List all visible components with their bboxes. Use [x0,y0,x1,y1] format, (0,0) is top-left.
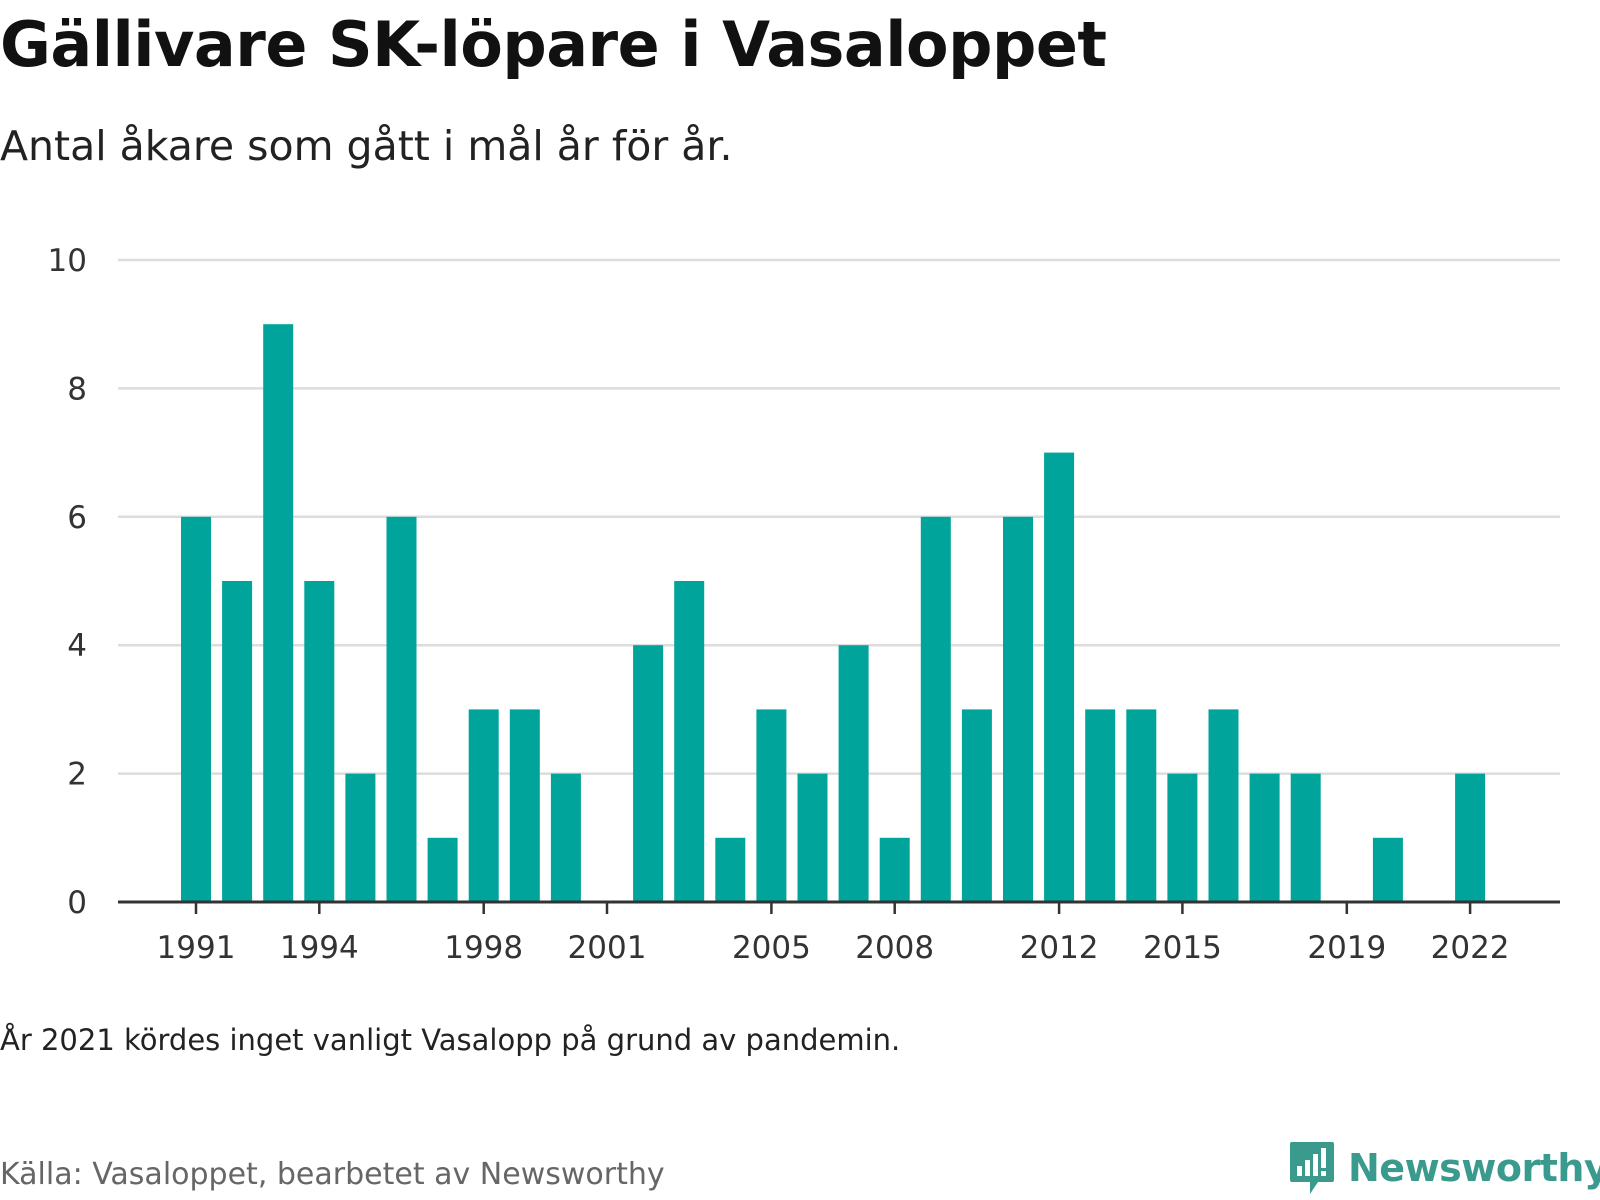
bar-2018 [1290,773,1321,902]
x-tick-label: 2005 [732,930,811,960]
bar-2008 [879,837,910,902]
tick-labels: 0 2 4 6 8 10 1991 1994 1998 2001 2005 2008 2012 2015 2… [48,243,1510,960]
x-tick-label: 2015 [1143,930,1222,960]
bar-2010 [961,709,992,902]
bar-1991 [181,516,211,902]
bar-2007 [838,645,869,902]
x-tick-label: 2019 [1307,930,1386,960]
bar-2002 [633,645,664,902]
bar-2017 [1249,773,1280,902]
y-tick-label: 10 [48,243,87,279]
logo-text: Newsworthy [1348,1146,1600,1190]
chart-subtitle: Antal åkare som gått i mål år för år. [0,122,733,170]
bar-1998 [468,709,499,902]
bar-1993 [263,324,294,902]
y-tick-label: 2 [67,757,87,793]
newsworthy-logo: Newsworthy [1288,1140,1600,1196]
bar-2004 [715,837,746,902]
bar-2012 [1044,452,1075,902]
source-text: Källa: Vasaloppet, bearbetet av Newswort… [0,1157,665,1192]
x-tick-label: 2022 [1431,930,1510,960]
x-tick-label: 2008 [855,930,934,960]
y-tick-label: 4 [67,628,87,664]
x-tick-label: 2001 [568,930,647,960]
y-tick-label: 0 [67,885,87,921]
bars [181,324,1486,902]
bar-2013 [1085,709,1116,902]
bar-1999 [509,709,540,902]
bar-2003 [674,581,705,902]
x-tick-label: 1998 [444,930,523,960]
y-tick-label: 6 [67,500,87,536]
bar-1997 [427,837,458,902]
bar-2014 [1126,709,1157,902]
x-tick-label: 2012 [1020,930,1099,960]
bar-2020 [1372,837,1403,902]
bar-2022 [1455,773,1486,902]
bar-1992 [222,581,253,902]
x-axis [118,900,1560,914]
bar-2006 [797,773,828,902]
chart-title: Gällivare SK-löpare i Vasaloppet [0,8,1107,81]
bar-1996 [386,516,417,902]
bar-1995 [345,773,376,902]
bar-chart: 0 2 4 6 8 10 1991 1994 1998 2001 2005 2008 2012 2015 2… [48,243,1560,960]
bar-2011 [1003,516,1033,902]
x-tick-label: 1991 [157,930,236,960]
bar-1994 [304,581,335,902]
footnote: År 2021 kördes inget vanligt Vasalopp på… [0,1023,901,1057]
y-tick-label: 8 [67,371,87,407]
x-tick-label: 1994 [280,930,359,960]
bar-2000 [550,773,581,902]
bar-2016 [1208,709,1239,902]
bar-2005 [756,709,787,902]
bar-2009 [920,516,951,902]
bar-2015 [1167,773,1198,902]
newsworthy-logo-icon [1290,1142,1334,1194]
